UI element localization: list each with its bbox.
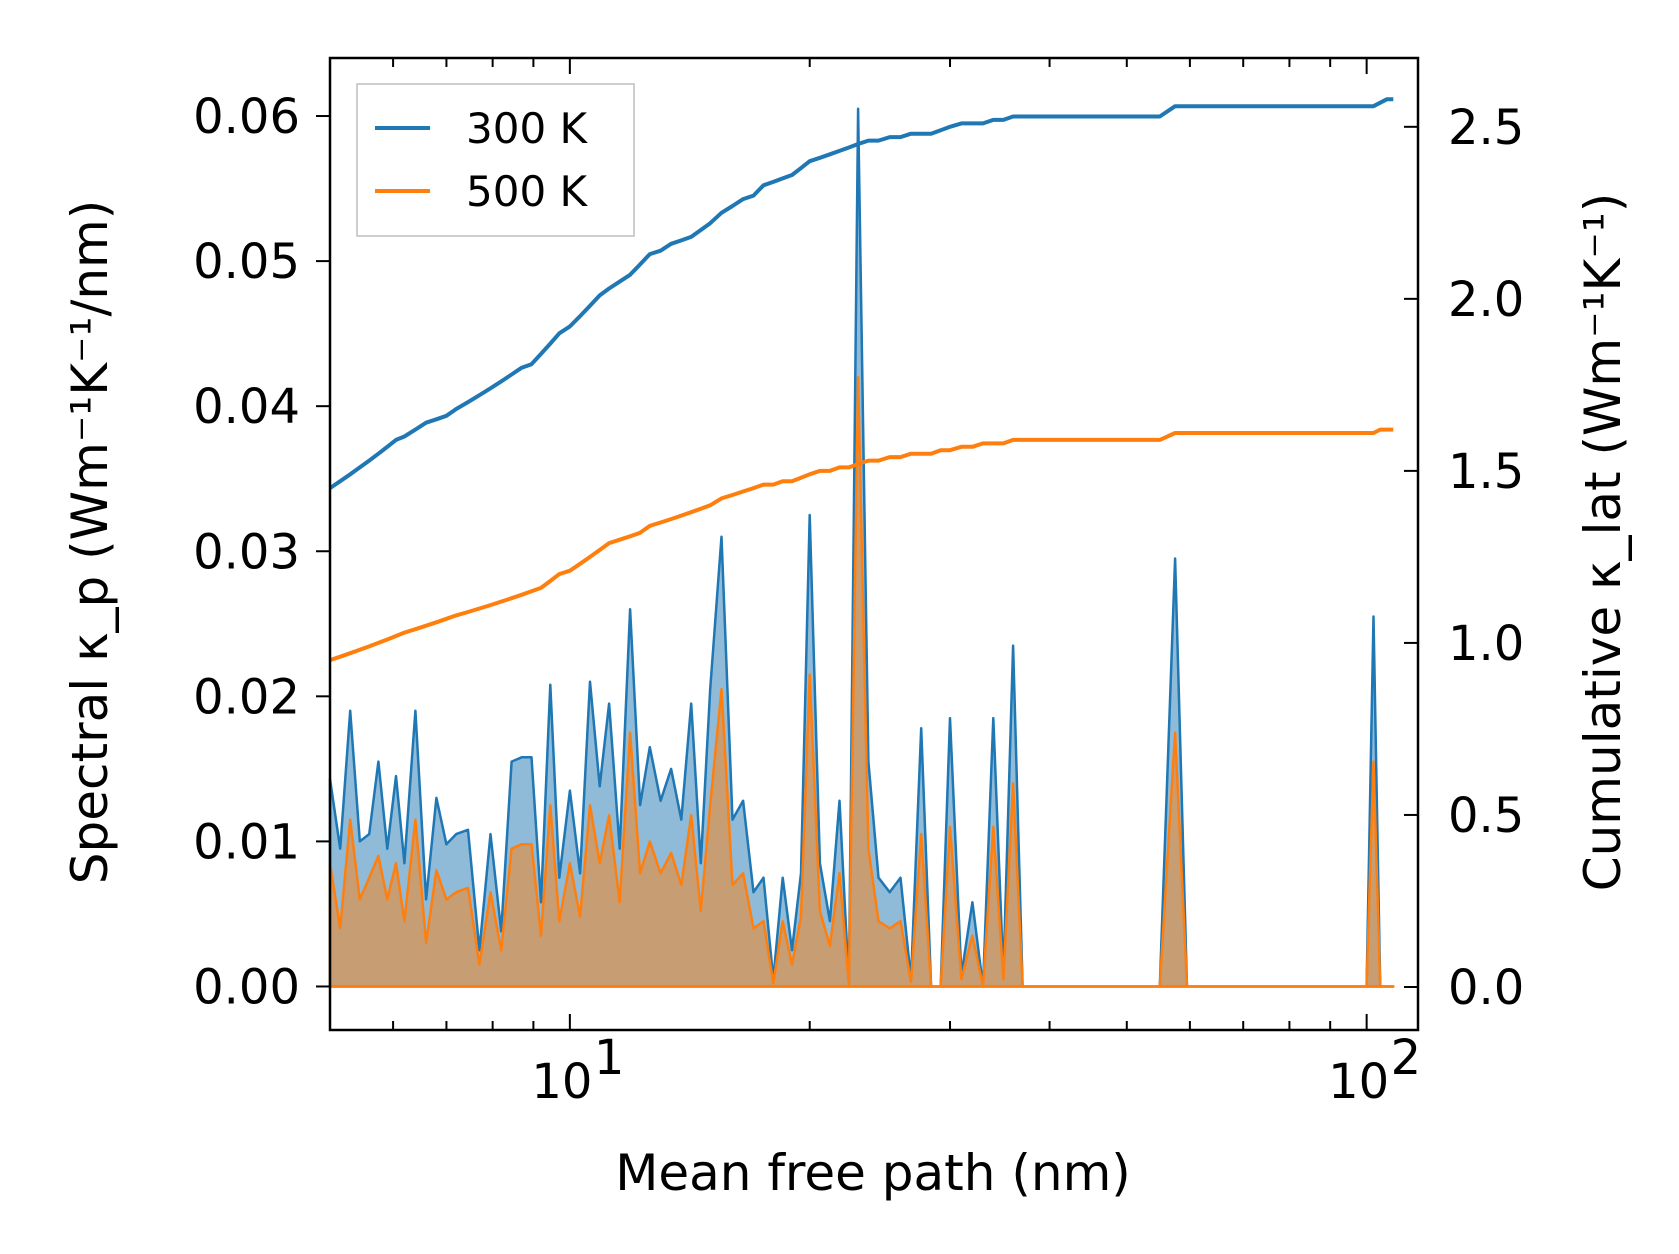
- cumulative-line-500k: [329, 427, 1394, 662]
- legend: 300 K 500 K: [356, 83, 635, 237]
- right-tick-label: 2.0: [1448, 272, 1524, 328]
- cumulative-line-300k: [328, 97, 1394, 490]
- legend-frame: [356, 83, 635, 237]
- spectral-area-500k: [328, 375, 1395, 988]
- tick-layer: 0.00 0.01 0.02 0.03 0.04 0.05 0.06 0.0 0.5 1.0 1.5…: [193, 58, 1524, 1110]
- legend-label-500k: 500 K: [466, 167, 589, 216]
- plot-frame: [328, 56, 1420, 1032]
- cumulative-line-layer: [328, 97, 1394, 662]
- right-tick-label: 2.5: [1448, 100, 1524, 156]
- y-axis-title-right: Cumulative κ_lat (Wm⁻¹K⁻¹): [1574, 193, 1632, 892]
- right-tick-label: 1.5: [1448, 444, 1524, 500]
- left-tick-label: 0.05: [193, 234, 300, 290]
- x-tick-label: 10: [1328, 1054, 1389, 1110]
- right-tick-label: 0.5: [1448, 788, 1524, 844]
- x-tick-label: 10: [531, 1054, 592, 1110]
- right-tick-label: 1.0: [1448, 616, 1524, 672]
- left-tick-label: 0.02: [193, 669, 300, 725]
- right-tick-label: 0.0: [1448, 960, 1524, 1016]
- legend-label-300k: 300 K: [466, 104, 589, 153]
- left-tick-label: 0.04: [193, 379, 300, 435]
- left-tick-label: 0.06: [193, 89, 300, 145]
- x-axis-title: Mean free path (nm): [615, 1144, 1131, 1202]
- spectral-area-layer: [328, 107, 1395, 988]
- x-tick-label-exponent: 2: [1391, 1030, 1422, 1086]
- left-tick-label: 0.03: [193, 524, 300, 580]
- left-tick-label: 0.00: [193, 959, 300, 1015]
- left-tick-label: 0.01: [193, 814, 300, 870]
- y-axis-title-left: Spectral κ_p (Wm⁻¹K⁻¹/nm): [61, 200, 119, 884]
- x-tick-label-exponent: 1: [594, 1030, 625, 1086]
